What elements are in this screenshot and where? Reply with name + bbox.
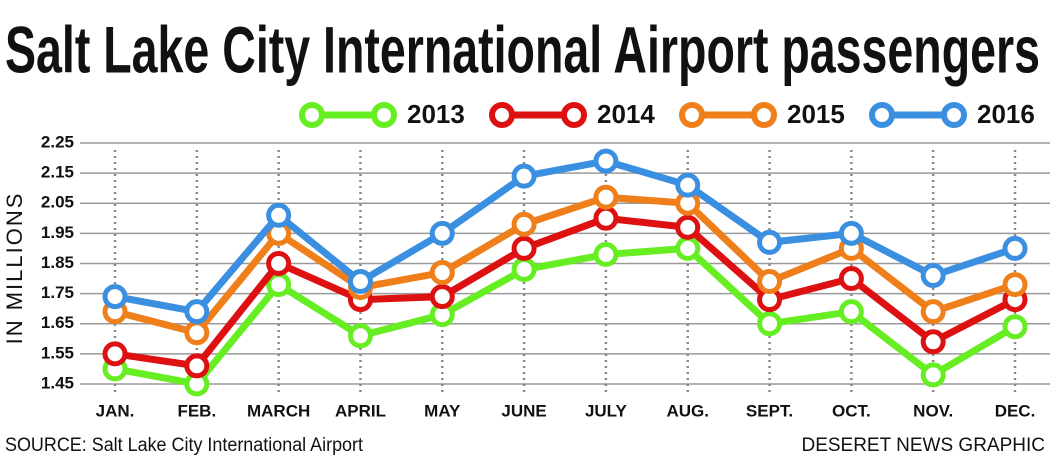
series-line: [114, 214, 1017, 370]
legend-marker: [299, 102, 325, 128]
x-tick-label: FEB.: [177, 401, 216, 420]
data-point: [593, 241, 619, 267]
legend-label: 2015: [787, 99, 845, 129]
data-point: [920, 263, 946, 289]
data-point: [511, 211, 537, 237]
data-point: [511, 257, 537, 283]
data-point: [347, 323, 373, 349]
x-tick-label: JUNE: [501, 401, 546, 420]
data-point: [102, 341, 128, 367]
legend-marker: [941, 102, 967, 128]
data-point: [920, 329, 946, 355]
x-tick-label: JAN.: [96, 401, 135, 420]
y-tick-label: 2.15: [41, 163, 74, 182]
x-tick-label: AUG.: [666, 401, 709, 420]
legend-label: 2014: [597, 99, 655, 129]
series-line: [114, 157, 1017, 316]
data-point: [429, 284, 455, 310]
y-tick-label: 1.75: [41, 283, 74, 302]
data-point: [511, 163, 537, 189]
source: SOURCE: Salt Lake City International Air…: [5, 435, 364, 456]
chart-title: Salt Lake City International Airport pas…: [5, 12, 1040, 86]
data-point: [184, 353, 210, 379]
data-point: [184, 299, 210, 325]
x-tick-label: SEPT.: [746, 401, 793, 420]
y-tick-label: 1.65: [41, 313, 74, 332]
legend-marker: [679, 102, 705, 128]
y-tick-label: 1.95: [41, 223, 74, 242]
data-point: [347, 269, 373, 295]
data-point: [838, 299, 864, 325]
data-point: [429, 220, 455, 246]
y-tick-label: 1.55: [41, 343, 74, 362]
legend-marker: [751, 102, 777, 128]
legend-label: 2016: [977, 99, 1035, 129]
data-point: [511, 235, 537, 261]
data-point: [757, 311, 783, 337]
legend-marker: [869, 102, 895, 128]
y-tick-label: 1.85: [41, 253, 74, 272]
x-tick-label: APRIL: [335, 401, 386, 420]
data-point: [266, 250, 292, 276]
x-tick-label: DEC.: [995, 401, 1036, 420]
legend-marker: [561, 102, 587, 128]
data-point: [675, 235, 701, 261]
data-point: [1002, 314, 1028, 340]
y-axis-label: IN MILLIONS: [2, 192, 27, 345]
data-point: [838, 220, 864, 246]
x-tick-label: JULY: [585, 401, 628, 420]
data-point: [593, 148, 619, 174]
data-point: [757, 229, 783, 255]
legend-marker: [489, 102, 515, 128]
data-point: [838, 266, 864, 292]
data-point: [920, 362, 946, 388]
x-tick-label: MARCH: [247, 401, 310, 420]
data-point: [675, 214, 701, 240]
data-point: [920, 299, 946, 325]
legend-marker: [371, 102, 397, 128]
data-point: [675, 172, 701, 198]
y-tick-label: 1.45: [41, 373, 74, 392]
data-point: [184, 320, 210, 346]
x-tick-label: NOV.: [913, 401, 953, 420]
x-tick-label: OCT.: [832, 401, 871, 420]
x-tick-label: MAY: [424, 401, 461, 420]
y-tick-label: 2.25: [41, 132, 74, 151]
series-line: [114, 244, 1017, 388]
data-point: [102, 284, 128, 310]
credit: DESERET NEWS GRAPHIC: [801, 435, 1045, 456]
data-point: [1002, 235, 1028, 261]
data-point: [757, 269, 783, 295]
data-point: [593, 205, 619, 231]
series-line: [114, 193, 1017, 337]
data-point: [593, 184, 619, 210]
legend-label: 2013: [407, 99, 465, 129]
data-point: [1002, 272, 1028, 298]
data-point: [429, 260, 455, 286]
y-tick-label: 2.05: [41, 193, 74, 212]
data-point: [266, 202, 292, 228]
